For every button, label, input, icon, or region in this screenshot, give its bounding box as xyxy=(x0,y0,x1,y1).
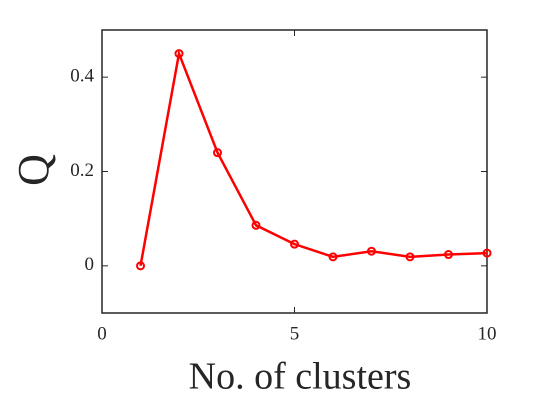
data-point xyxy=(251,220,261,230)
plot-frame xyxy=(101,29,488,314)
data-point xyxy=(174,49,184,59)
data-point xyxy=(136,261,145,271)
data-point xyxy=(328,252,338,262)
y-axis-label: Q xyxy=(9,154,58,186)
series-line xyxy=(139,49,488,267)
data-point xyxy=(213,148,222,158)
data-point xyxy=(482,248,492,258)
x-tick-label: 0 xyxy=(97,323,107,344)
y-tick-label: 0.4 xyxy=(70,66,94,87)
data-point xyxy=(290,239,299,249)
x-tick-label: 10 xyxy=(478,323,497,344)
data-point xyxy=(405,252,415,262)
data-point xyxy=(444,250,453,260)
y-tick-label: 0.2 xyxy=(70,160,94,181)
x-axis-label: No. of clusters xyxy=(189,356,412,398)
data-point xyxy=(367,246,376,256)
x-tick-label: 5 xyxy=(290,323,300,344)
y-tick-label: 0 xyxy=(85,254,95,275)
